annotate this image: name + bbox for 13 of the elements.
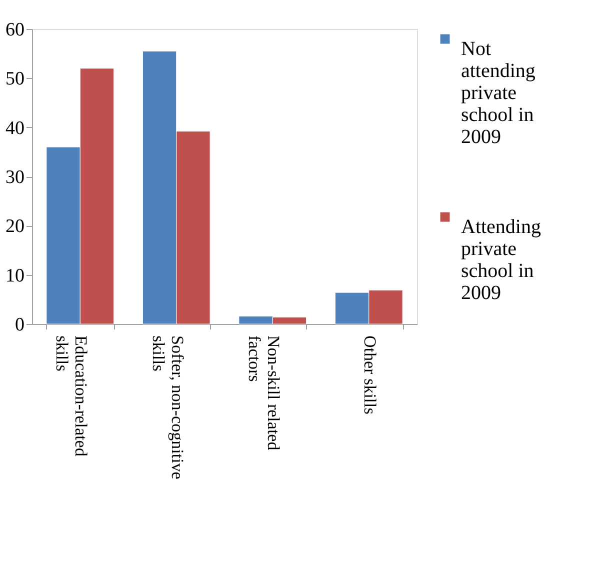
x-tick-label: Education-related skills: [52, 336, 91, 457]
x-tick-label: Softer, non-cognitive skills: [148, 336, 187, 480]
y-tick-label: 40: [6, 118, 24, 139]
y-tick-label: 0: [15, 314, 24, 336]
y-tick-label: 30: [6, 167, 24, 188]
y-tick-label: 20: [6, 216, 24, 238]
y-tick-label: 60: [6, 20, 24, 40]
legend-label: Not attending private school in 2009: [461, 38, 536, 148]
y-tick-label: 50: [6, 68, 24, 90]
x-tick-label: Other skills: [360, 336, 380, 414]
legend-label: Attending private school in 2009: [461, 216, 541, 304]
x-tick-label: Non-skill related factors: [245, 336, 284, 451]
y-tick-label: 10: [6, 265, 24, 286]
